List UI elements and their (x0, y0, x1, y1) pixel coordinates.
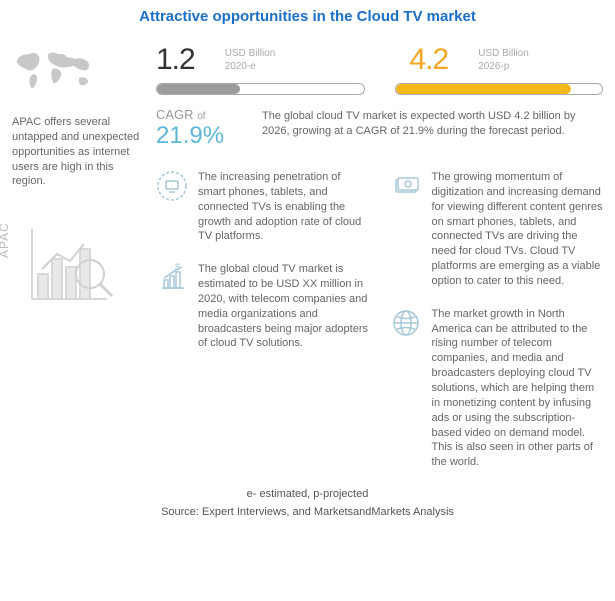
value-2026: 4.2 (410, 43, 449, 77)
facts-col-left: The increasing penetration of smart phon… (156, 170, 370, 470)
fact-3-text: The growing momentum of digitization and… (432, 170, 604, 289)
year-2020: 2020-e (225, 60, 276, 73)
cagr-value: 21.9% (156, 122, 246, 150)
world-map-icon (12, 43, 142, 101)
fact-4-text: The market growth in North America can b… (432, 307, 604, 470)
globe-icon (390, 307, 422, 339)
left-column: APAC offers several untapped and unexpec… (12, 43, 142, 470)
facts-col-right: The growing momentum of digitization and… (390, 170, 604, 470)
metric-2026: 4.2 USD Billion 2026-p (410, 43, 604, 77)
fact-2-text: The global cloud TV market is estimated … (198, 262, 370, 351)
fact-4: The market growth in North America can b… (390, 307, 604, 470)
value-2020: 1.2 (156, 43, 195, 77)
fact-2: $ The global cloud TV market is estimate… (156, 262, 370, 351)
bar-2026 (395, 83, 604, 95)
fact-1: The increasing penetration of smart phon… (156, 170, 370, 244)
money-icon (390, 170, 422, 202)
footer-source: Source: Expert Interviews, and Marketsan… (12, 504, 603, 522)
metrics-row: 1.2 USD Billion 2020-e 4.2 USD Billion 2… (156, 43, 603, 77)
metric-2020: 1.2 USD Billion 2020-e (156, 43, 350, 77)
unit-2026: USD Billion (478, 47, 529, 60)
growth-chart-icon: $ (156, 262, 188, 294)
cagr-label: CAGR of (156, 107, 246, 122)
facts-grid: The increasing penetration of smart phon… (156, 170, 603, 470)
page-title: Attractive opportunities in the Cloud TV… (12, 8, 603, 25)
right-area: 1.2 USD Billion 2020-e 4.2 USD Billion 2… (156, 43, 603, 470)
bar-2020 (156, 83, 365, 95)
apac-chart-icon: APAC (12, 219, 142, 322)
main-content: APAC offers several untapped and unexpec… (12, 43, 603, 470)
progress-bars (156, 83, 603, 95)
fact-3: The growing momentum of digitization and… (390, 170, 604, 289)
cagr-description: The global cloud TV market is expected w… (262, 107, 603, 150)
footer-legend: e- estimated, p-projected (12, 486, 603, 504)
footer: e- estimated, p-projected Source: Expert… (12, 486, 603, 521)
unit-2020: USD Billion (225, 47, 276, 60)
apac-axis-label: APAC (0, 222, 11, 258)
devices-icon (156, 170, 188, 202)
apac-description: APAC offers several untapped and unexpec… (12, 115, 142, 189)
fact-1-text: The increasing penetration of smart phon… (198, 170, 370, 244)
cagr-row: CAGR of 21.9% The global cloud TV market… (156, 107, 603, 150)
year-2026: 2026-p (478, 60, 529, 73)
